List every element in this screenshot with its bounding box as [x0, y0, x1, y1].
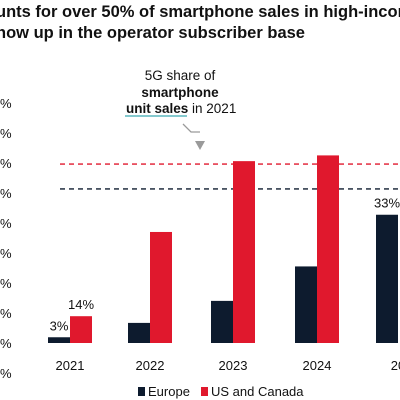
chart-title-line-2: how up in the operator subscriber base [0, 24, 305, 42]
y-tick-label: % [0, 216, 12, 231]
chart-title-line-1: unts for over 50% of smartphone sales in… [0, 3, 400, 21]
x-tick-label-20: 20 [391, 358, 400, 373]
bar-us-and-canada-2023 [233, 161, 255, 343]
bar-us-and-canada-2024 [317, 155, 339, 343]
annotation-line-1: 5G share of [145, 68, 216, 83]
bar-europe-2024 [295, 266, 317, 343]
chart-title: unts for over 50% of smartphone sales in… [0, 2, 400, 44]
legend-label-us-and-canada: US and Canada [211, 384, 304, 399]
legend-label-europe: Europe [148, 384, 190, 399]
data-label-us-and-canada-2021: 14% [68, 297, 94, 312]
annotation-line-3: unit sales in 2021 [126, 101, 236, 116]
y-tick-label: % [0, 366, 12, 381]
bar-europe-2023 [211, 300, 233, 343]
y-tick-label: % [0, 96, 12, 111]
bar-us-and-canada-2022 [150, 231, 172, 343]
x-tick-label-2021: 2021 [56, 358, 85, 373]
y-tick-label: % [0, 276, 12, 291]
legend-swatch-europe [138, 387, 145, 396]
y-tick-label: % [0, 126, 12, 141]
y-tick-label: % [0, 246, 12, 261]
y-tick-label: % [0, 156, 12, 171]
y-tick-label: % [0, 306, 12, 321]
bar-europe-2022 [128, 322, 150, 343]
x-tick-label-2024: 2024 [303, 358, 332, 373]
annotation-bold-text: unit sales [126, 101, 188, 116]
x-tick-label-2022: 2022 [136, 358, 165, 373]
annotation-rest-text: in 2021 [188, 101, 236, 116]
y-tick-label: % [0, 336, 12, 351]
annotation-arrow-line [182, 123, 200, 133]
annotation-line-2: smartphone [141, 85, 219, 100]
legend: Europe US and Canada [138, 384, 304, 399]
annotation: 5G share of smartphone unit sales in 202… [125, 68, 236, 150]
bar-europe-20 [376, 214, 398, 343]
y-tick-label: % [0, 186, 12, 201]
annotation-arrow-head [195, 141, 205, 150]
bar-us-and-canada-2021 [70, 316, 92, 343]
x-tick-label-2023: 2023 [219, 358, 248, 373]
bar-europe-2021 [48, 337, 70, 343]
data-label-europe-20: 33% [374, 196, 400, 211]
data-label-europe-2021: 3% [50, 318, 69, 333]
legend-swatch-us-and-canada [201, 387, 208, 396]
